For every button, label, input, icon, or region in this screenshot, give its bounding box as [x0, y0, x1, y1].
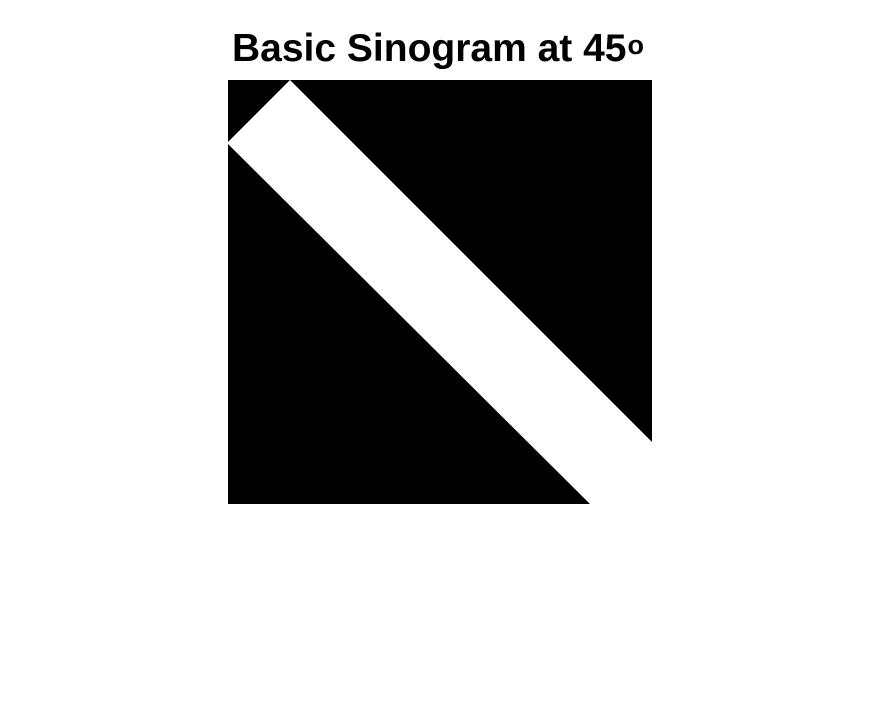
- sinogram-canvas: [228, 80, 652, 504]
- title-text: Basic Sinogram at 45: [232, 27, 627, 70]
- sinogram-image: [228, 80, 652, 504]
- title-degree-superscript: o: [627, 30, 645, 60]
- sinogram-diagonal-band: [228, 80, 652, 504]
- figure-title: Basic Sinogram at 45o: [0, 20, 876, 81]
